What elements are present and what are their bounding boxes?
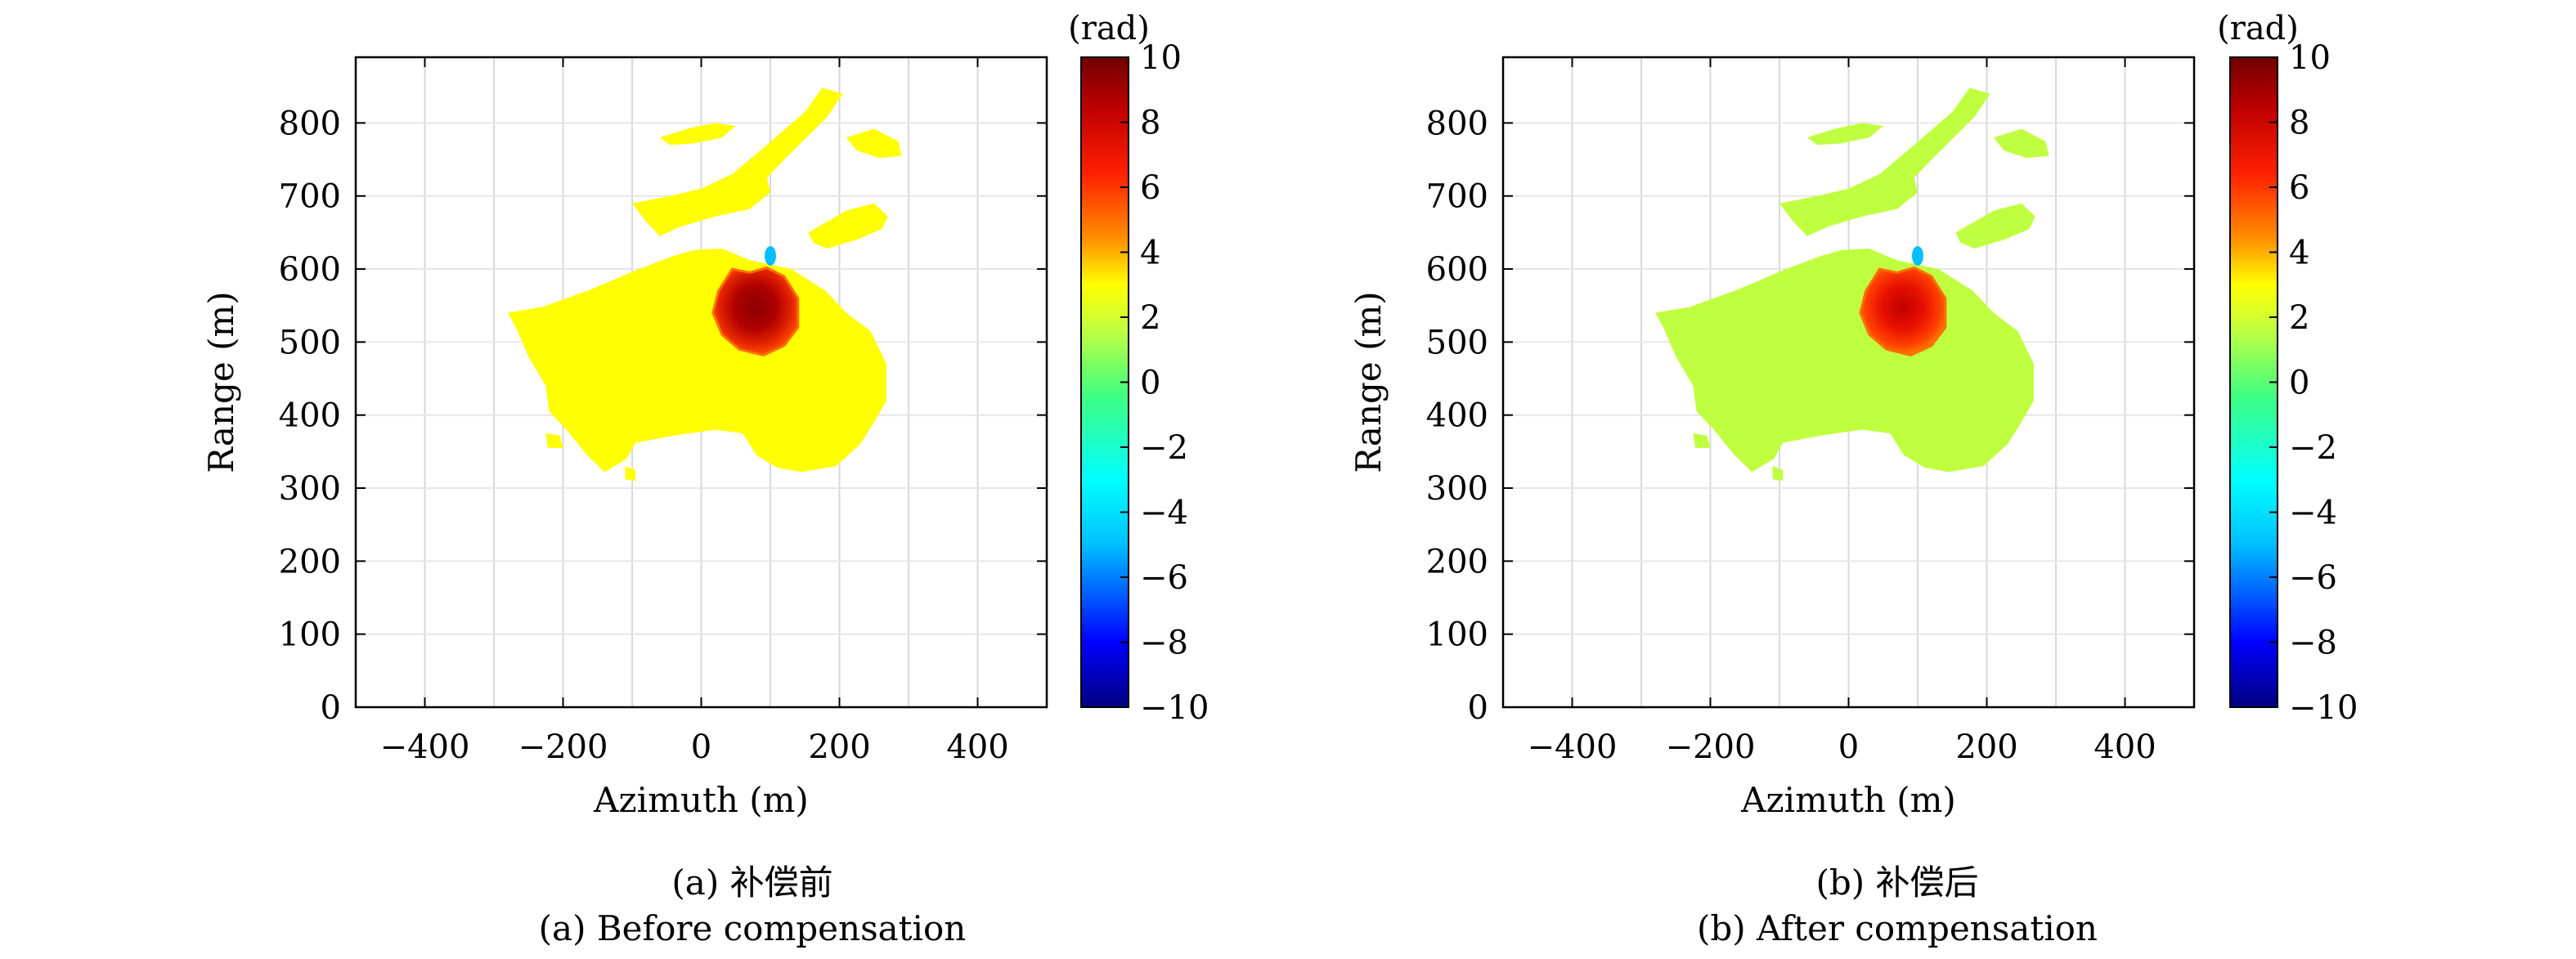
x-tick-label: −400 [1528,728,1618,766]
x-tick-label: −200 [518,728,608,766]
colorbar-tick-label: −2 [2289,429,2337,467]
south-fragment-region [625,466,636,482]
colorbar-tick-label: 10 [1140,39,1182,77]
colorbar-tick-label: −6 [1140,559,1188,597]
colorbar-tick-label: 10 [2289,39,2331,77]
x-tick-label: −400 [380,728,470,766]
y-axis-label: Range (m) [1349,291,1389,473]
colorbar-unit: (rad) [1068,10,1150,47]
northeast-patch-region [846,128,902,159]
northeast-patch-region [1993,128,2049,159]
caption-b-en: (b) After compensation [1697,908,2098,948]
y-tick-label: 800 [1426,105,1488,142]
y-tick-label: 600 [279,251,341,289]
west-fragment-region [1693,433,1711,448]
colorbar-tick-label: −8 [1140,625,1188,662]
west-fragment-region [545,433,563,448]
colorbar-tick-label: 2 [2289,299,2309,337]
colorbar-tick-label: 8 [1140,105,1160,142]
chart-panel-b: −400 −200 0 200 4000100200300400500600700800… [1349,10,2358,820]
y-tick-label: 100 [1426,616,1488,654]
colorbar-tick-label: −10 [2289,689,2358,727]
x-tick-label: 400 [946,728,1008,766]
north-strip-region [632,87,843,236]
northwest-patch-region [1806,123,1883,146]
colorbar-tick-label: 6 [2289,169,2309,207]
x-tick-label: −200 [1666,728,1756,766]
east-strip-region [808,203,888,249]
anomaly-edge-spot [1912,245,1923,266]
colorbar-tick-label: 8 [2289,105,2309,142]
y-tick-label: 400 [1426,397,1488,435]
y-tick-label: 500 [279,324,341,361]
y-tick-label: 0 [1468,689,1488,727]
x-tick-label: 0 [691,728,711,766]
colorbar-tick-label: 2 [1140,299,1160,337]
y-tick-label: 0 [321,689,341,727]
south-fragment-region [1772,466,1784,482]
y-tick-label: 600 [1426,251,1488,289]
y-tick-label: 700 [279,178,341,216]
colorbar [2229,56,2278,708]
y-tick-label: 500 [1426,324,1488,361]
east-strip-region [1955,203,2035,249]
colorbar-tick-label: 6 [1140,169,1160,207]
colorbar-tick-label: −4 [1140,495,1188,532]
x-tick-label: 200 [808,728,870,766]
colorbar-tick-label: −6 [2289,559,2337,597]
y-tick-label: 200 [279,543,341,580]
caption-b-cn: (b) 补偿后 [1815,863,1979,903]
y-tick-label: 200 [1426,543,1488,580]
colorbar-tick-label: 4 [1140,235,1160,272]
main-region [507,249,886,473]
colorbar-tick-label: 0 [2289,365,2309,402]
colorbar-tick-label: −10 [1140,689,1209,727]
colorbar-tick-label: −4 [2289,495,2337,532]
y-tick-label: 800 [279,105,341,142]
caption-a-cn: (a) 补偿前 [671,863,833,903]
north-strip-region [1779,87,1990,236]
y-tick-label: 400 [279,397,341,435]
main-region [1654,249,2034,473]
colorbar-unit: (rad) [2217,10,2299,47]
northwest-patch-region [659,123,736,146]
y-tick-label: 100 [279,616,341,654]
y-axis-label: Range (m) [201,291,241,473]
colorbar-tick-label: 0 [1140,365,1160,402]
chart-panel-a: −400 −200 0 200 4000100200300400500600700800… [201,10,1209,820]
colorbar-tick-label: −2 [1140,429,1188,467]
y-tick-label: 700 [1426,178,1488,216]
x-tick-label: 0 [1838,728,1859,766]
caption-a-en: (a) Before compensation [538,908,967,948]
x-axis-label: Azimuth (m) [593,780,809,820]
x-axis-label: Azimuth (m) [1740,780,1956,820]
y-tick-label: 300 [1426,470,1488,508]
colorbar-tick-label: 4 [2289,235,2309,272]
subsidence-anomaly [1859,266,1947,356]
anomaly-edge-spot [765,245,776,266]
y-tick-label: 300 [279,470,341,508]
x-tick-label: 200 [1955,728,2017,766]
x-tick-label: 400 [2094,728,2156,766]
colorbar-tick-label: −8 [2289,625,2337,662]
subsidence-anomaly [711,266,800,356]
